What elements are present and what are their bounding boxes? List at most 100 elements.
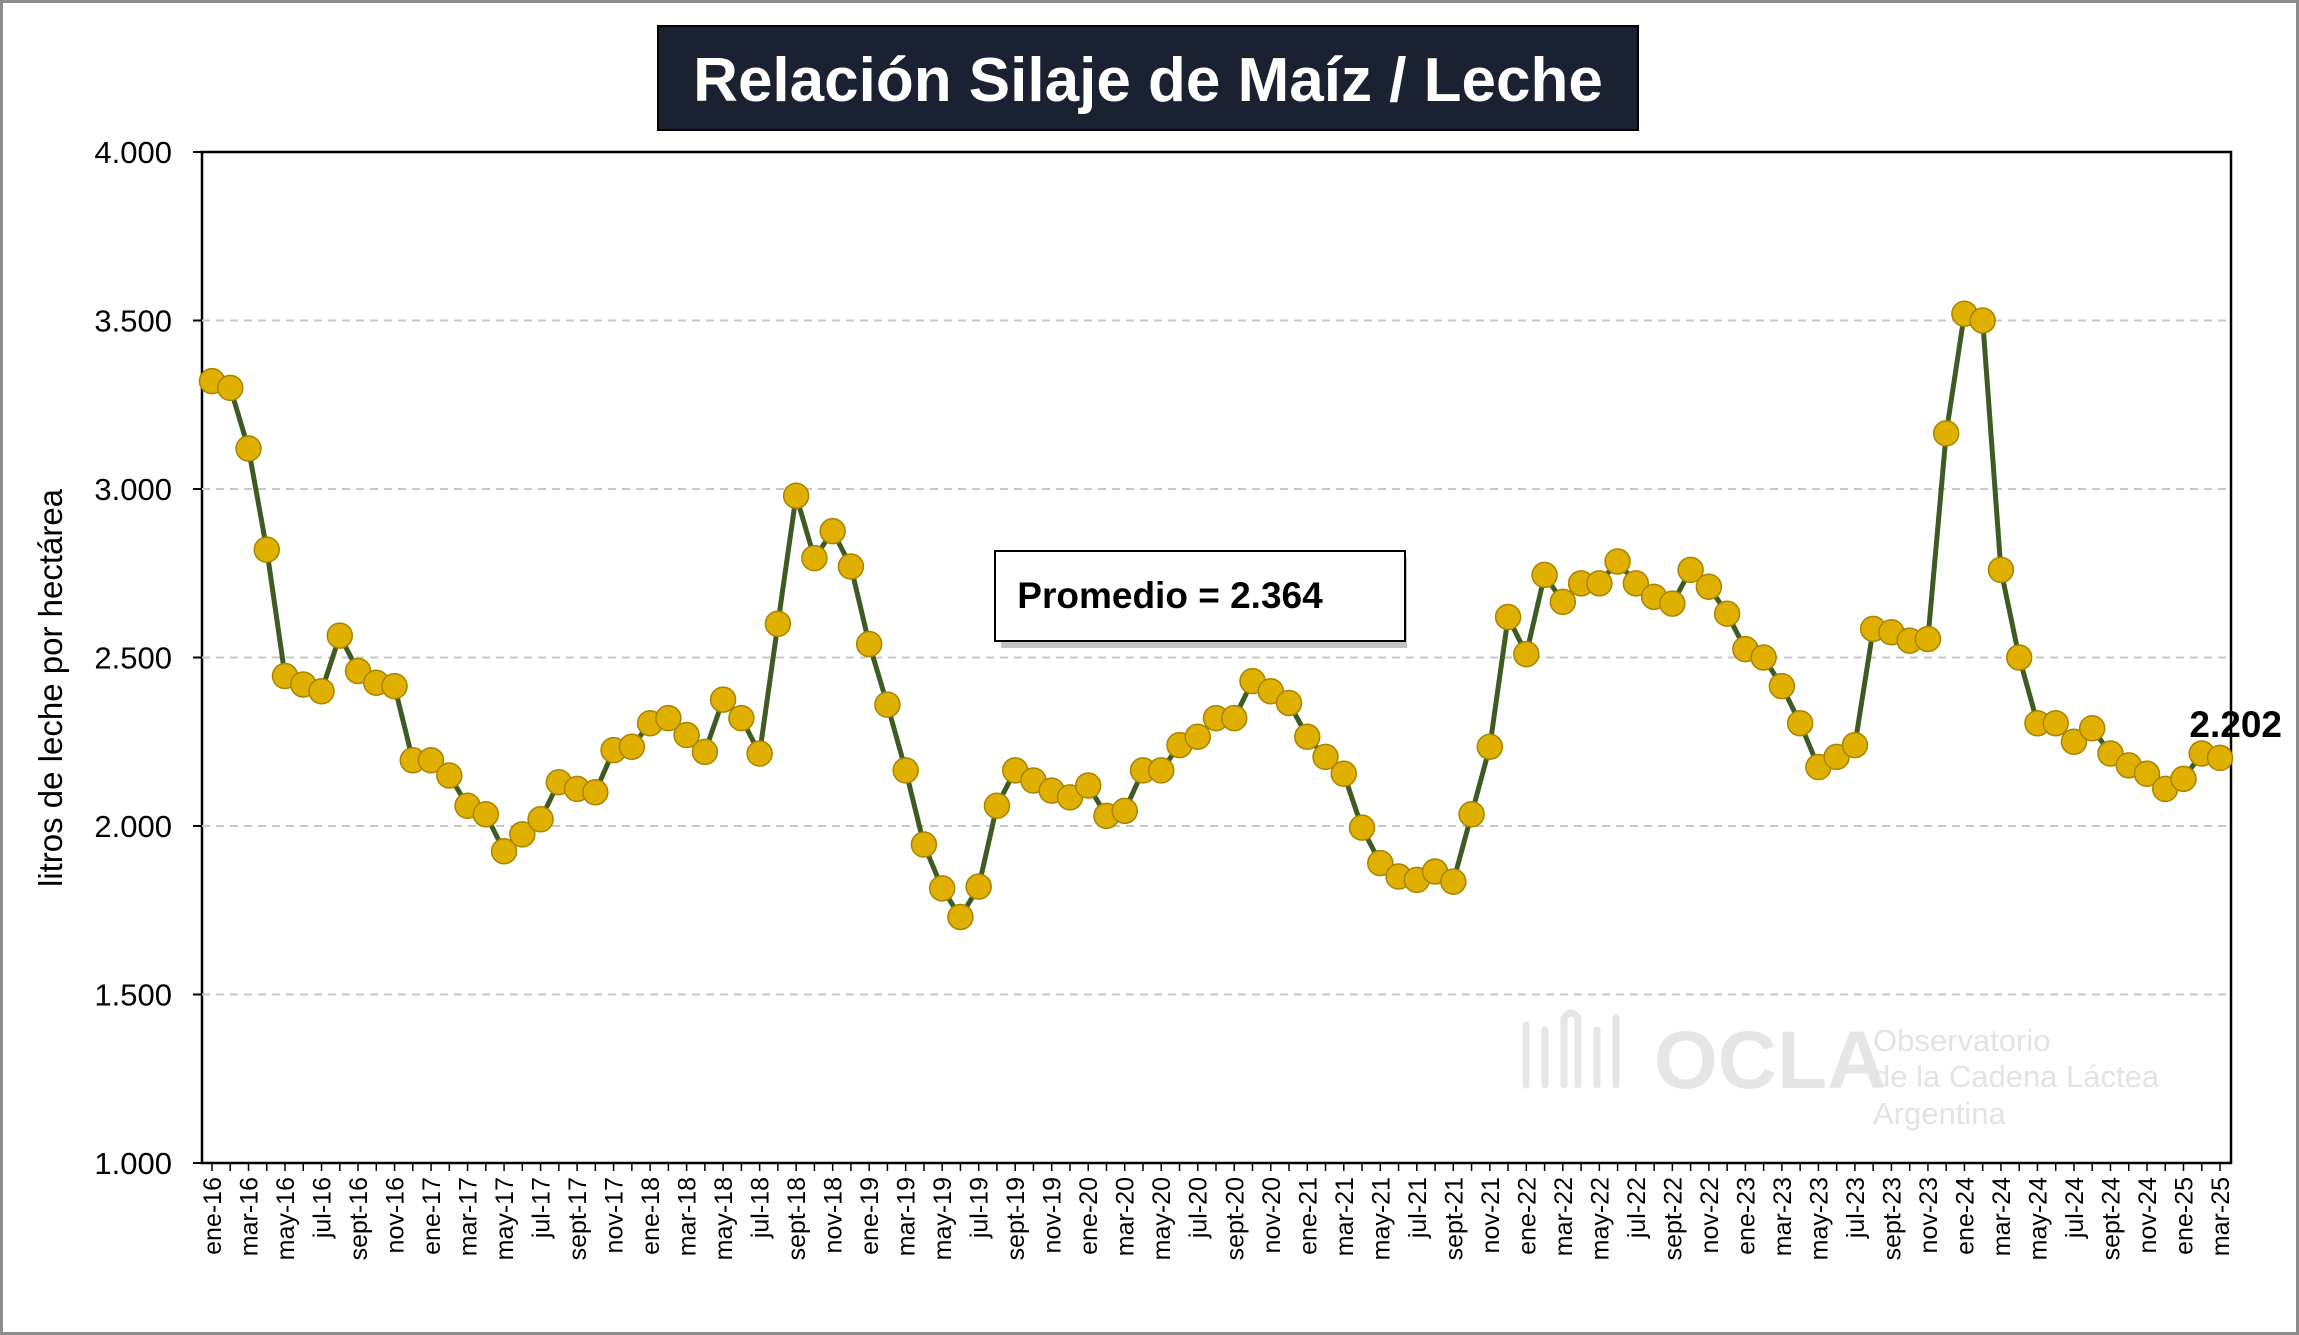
x-tick-label: sept-19 <box>1002 1177 1030 1260</box>
data-point <box>1969 307 1996 334</box>
x-tick-label: nov-18 <box>820 1177 848 1253</box>
data-point <box>1531 561 1558 589</box>
data-point <box>892 757 919 784</box>
x-tick-label: sept-24 <box>2097 1177 2125 1260</box>
data-point <box>910 831 938 858</box>
data-point <box>728 704 755 732</box>
y-tick-label: 2.000 <box>94 809 172 844</box>
data-point <box>1750 644 1777 671</box>
data-point <box>490 838 518 865</box>
x-tick-label: may-19 <box>929 1177 957 1260</box>
data-point <box>1221 704 1248 732</box>
y-axis-label: litros de leche por hectárea <box>32 488 69 887</box>
average-annotation: Promedio = 2.364 <box>994 550 1407 648</box>
data-point <box>1111 797 1138 825</box>
data-point <box>2078 715 2106 742</box>
data-point <box>782 482 810 509</box>
x-tick-label: mar-17 <box>455 1177 483 1256</box>
x-tick-label: nov-20 <box>1258 1177 1286 1253</box>
data-point <box>746 740 773 767</box>
x-tick-label: sept-18 <box>783 1177 811 1260</box>
data-point <box>381 672 408 700</box>
data-point <box>2206 744 2234 772</box>
data-point <box>1604 548 1631 575</box>
x-tick-label: may-16 <box>272 1177 300 1260</box>
data-point <box>819 517 846 545</box>
title-background <box>657 25 1639 131</box>
x-tick-label: nov-24 <box>2134 1177 2162 1254</box>
data-point <box>2005 644 2033 671</box>
data-point <box>235 435 262 462</box>
data-point <box>1677 556 1704 584</box>
data-point <box>1476 733 1504 761</box>
data-point <box>527 806 554 833</box>
x-tick-label: nov-23 <box>1915 1177 1943 1253</box>
y-tick-label: 1.500 <box>94 978 172 1013</box>
x-tick-label: mar-23 <box>1769 1177 1797 1256</box>
data-point <box>709 686 737 713</box>
data-point <box>1786 709 1814 737</box>
data-point <box>253 536 281 563</box>
average-box <box>994 550 1406 642</box>
x-tick-label: ene-24 <box>1951 1177 1979 1255</box>
data-point <box>1549 588 1577 616</box>
x-tick-label: mar-16 <box>236 1177 264 1256</box>
x-tick-label: ene-17 <box>418 1177 446 1255</box>
ocla-brand: OCLA <box>1654 1015 1886 1106</box>
data-point <box>417 747 445 774</box>
y-tick-label: 1.000 <box>94 1146 172 1181</box>
data-point <box>1275 689 1303 717</box>
data-point <box>1659 590 1686 617</box>
data-point <box>217 374 244 402</box>
x-tick-label: ene-22 <box>1513 1177 1541 1255</box>
x-tick-label: ene-18 <box>637 1177 665 1255</box>
data-point <box>1348 814 1376 841</box>
ocla-line1: Observatorio <box>1873 1023 2050 1058</box>
x-tick-label: sept-16 <box>345 1177 373 1260</box>
data-point <box>326 622 354 649</box>
x-tick-label: jul-20 <box>1185 1177 1213 1239</box>
data-point <box>928 875 956 902</box>
x-tick-label: nov-22 <box>1696 1177 1724 1253</box>
x-tick-label: sept-17 <box>564 1177 592 1260</box>
data-point <box>837 553 865 580</box>
x-tick-label: jul-23 <box>1842 1177 1870 1239</box>
data-point <box>472 800 500 828</box>
x-tick-label: may-23 <box>1805 1177 1833 1260</box>
x-tick-label: may-17 <box>491 1177 519 1260</box>
data-point <box>1494 603 1522 631</box>
x-tick-label: ene-20 <box>1075 1177 1103 1255</box>
x-tick-label: nov-17 <box>601 1177 629 1253</box>
last-value-label: 2.202 <box>2189 704 2282 745</box>
data-point <box>1440 868 1467 895</box>
data-point <box>1914 625 1942 653</box>
data-point <box>965 873 992 900</box>
data-point <box>947 903 974 931</box>
data-point <box>2042 709 2069 737</box>
x-tick-label: nov-21 <box>1477 1177 1505 1253</box>
data-point <box>1330 760 1358 788</box>
x-tick-label: sept-23 <box>1878 1177 1906 1260</box>
data-point <box>2170 765 2197 793</box>
x-tick-labels: ene-16 mar-16 may-16 jul-16 sept-16 nov-16 ene… <box>199 1163 2235 1260</box>
y-tick-label: 3.500 <box>94 304 172 339</box>
x-tick-label: ene-19 <box>856 1177 884 1255</box>
x-tick-label: ene-16 <box>199 1177 227 1255</box>
ocla-logo-icon <box>1522 1009 1620 1089</box>
data-point <box>855 630 883 658</box>
x-tick-label: jul-16 <box>309 1177 337 1239</box>
data-point <box>618 733 646 761</box>
x-tick-label: nov-19 <box>1039 1177 1067 1253</box>
data-point <box>655 704 682 732</box>
data-point <box>2060 728 2088 755</box>
data-point <box>1586 570 1613 597</box>
x-tick-label: may-20 <box>1148 1177 1176 1260</box>
data-point <box>1713 600 1741 627</box>
data-point <box>509 821 536 848</box>
data-point <box>436 762 463 789</box>
x-tick-label: sept-22 <box>1659 1177 1687 1260</box>
x-tick-label: mar-21 <box>1331 1177 1359 1256</box>
x-tick-label: nov-16 <box>382 1177 410 1253</box>
data-point <box>764 610 792 638</box>
